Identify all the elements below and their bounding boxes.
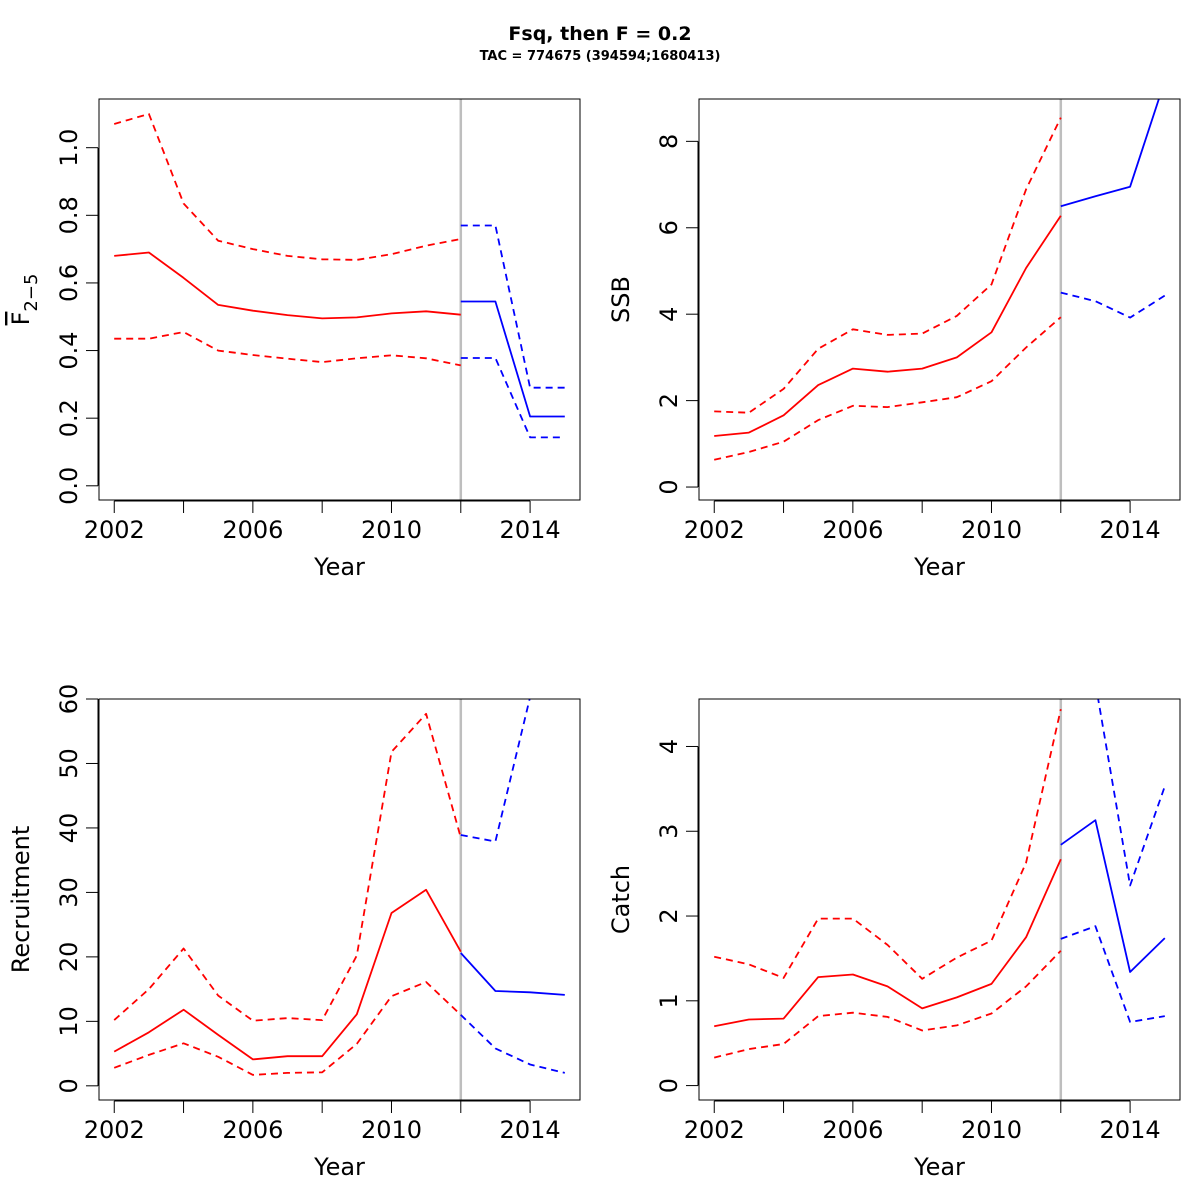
catch-y-axis-label: Catch — [607, 865, 635, 934]
recruitment-proj-bound-line — [460, 1014, 566, 1074]
catch-hist-median-line — [714, 858, 1062, 1028]
catch-proj-bound-line — [1097, 699, 1166, 887]
catch-y-tick-label: 0 — [655, 1078, 683, 1093]
recruitment-y-tick-label: 60 — [55, 684, 83, 715]
f-bar-proj-median-line — [460, 300, 565, 418]
ssb-plot-frame — [698, 98, 1181, 501]
recruitment-x-tick-label: 2010 — [361, 1116, 422, 1144]
recruitment-y-axis-label: Recruitment — [7, 826, 35, 973]
ssb-x-tick-label: 2014 — [1100, 516, 1161, 544]
recruitment-x-axis-label: Year — [313, 1153, 365, 1181]
recruitment-x-tick-label: 2014 — [500, 1116, 561, 1144]
f-bar-x-axis-label: Year — [313, 553, 365, 581]
f-bar-y-axis-label: F2−5 — [7, 274, 42, 326]
recruitment-proj-median-line — [460, 952, 565, 996]
f-bar-y-tick-label: 1.0 — [55, 129, 83, 167]
recruitment-y-tick-label: 10 — [55, 1006, 83, 1037]
f-bar-y-tick-label: 0.2 — [55, 399, 83, 437]
recruitment-hist-bound-line — [113, 981, 462, 1076]
catch-plot-frame — [698, 698, 1181, 1101]
catch-hist-bound-line — [713, 950, 1062, 1059]
ssb-x-axis-label: Year — [913, 553, 965, 581]
catch-x-tick-label: 2014 — [1100, 1116, 1161, 1144]
f-bar-hist-bound-line — [113, 113, 461, 261]
ssb-y-tick-label: 2 — [655, 393, 683, 408]
f-bar-plot-frame — [98, 98, 581, 501]
ssb-y-axis-label: SSB — [607, 276, 635, 323]
figure-title: Fsq, then F = 0.2 — [508, 23, 691, 45]
ssb-hist-bound-line — [714, 117, 1062, 414]
f-bar-y-tick-label: 0.8 — [55, 196, 83, 234]
catch-x-tick-label: 2006 — [822, 1116, 883, 1144]
catch-x-tick-label: 2010 — [961, 1116, 1022, 1144]
ssb-x-tick-label: 2006 — [822, 516, 883, 544]
catch-x-axis-label: Year — [913, 1153, 965, 1181]
recruitment-x-tick-label: 2006 — [222, 1116, 283, 1144]
panel-catch: 2002 2006 2010 2014 0 1 2 3 4 Year Catch — [607, 698, 1181, 1181]
ssb-hist-bound-line — [714, 316, 1062, 461]
catch-proj-median-line — [1060, 819, 1166, 973]
catch-x-tick-label: 2002 — [684, 1116, 745, 1144]
recruitment-hist-median-line — [113, 888, 462, 1061]
f-bar-x-tick-label: 2006 — [222, 516, 283, 544]
recruitment-y-tick-label: 40 — [55, 813, 83, 844]
recruitment-y-tick-label: 0 — [55, 1078, 83, 1093]
f-bar-y-tick-label: 0.0 — [55, 467, 83, 505]
recruitment-proj-bound-line — [460, 699, 531, 843]
ssb-x-tick-label: 2002 — [684, 516, 745, 544]
recruitment-x-tick-label: 2002 — [84, 1116, 145, 1144]
panel-f-bar: 2002 2006 2010 2014 0.0 0.2 0.4 0.6 0.8 1.0 Year F2… — [7, 98, 581, 581]
recruitment-y-tick-label: 20 — [55, 942, 83, 973]
recruitment-y-tick-label: 50 — [55, 748, 83, 779]
f-bar-hist-median-line — [114, 251, 461, 320]
ssb-x-tick-label: 2010 — [961, 516, 1022, 544]
f-bar-proj-bound-line — [460, 357, 565, 439]
catch-y-tick-label: 3 — [655, 824, 683, 839]
recruitment-plot-frame — [98, 698, 581, 1101]
catch-hist-bound-line — [714, 709, 1062, 980]
f-bar-hist-bound-line — [114, 331, 461, 367]
f-bar-x-tick-label: 2010 — [361, 516, 422, 544]
f-bar-x-tick-label: 2014 — [500, 516, 561, 544]
figure-subtitle: TAC = 774675 (394594;1680413) — [480, 49, 721, 64]
f-bar-y-tick-label: 0.6 — [55, 264, 83, 302]
ssb-hist-median-line — [714, 215, 1062, 437]
ssb-y-tick-label: 6 — [655, 220, 683, 235]
recruitment-hist-bound-line — [113, 712, 462, 1022]
f-bar-x-tick-label: 2002 — [84, 516, 145, 544]
panel-recruitment: 2002 2006 2010 2014 0 10 20 30 40 50 60 Year Recruit… — [7, 684, 581, 1181]
panel-ssb: 2002 2006 2010 2014 0 2 4 6 8 Year SSB — [607, 98, 1181, 581]
f-bar-y-tick-label: 0.4 — [55, 331, 83, 369]
ssb-proj-bound-line — [1060, 291, 1166, 319]
f-bar-proj-bound-line — [460, 224, 565, 389]
ssb-proj-median-line — [1060, 99, 1160, 208]
catch-y-tick-label: 2 — [655, 908, 683, 923]
catch-y-tick-label: 1 — [655, 993, 683, 1008]
catch-proj-bound-line — [1060, 925, 1165, 1023]
ssb-y-tick-label: 4 — [655, 307, 683, 322]
catch-y-tick-label: 4 — [655, 739, 683, 754]
ssb-y-tick-label: 0 — [655, 479, 683, 494]
recruitment-y-tick-label: 30 — [55, 877, 83, 908]
ssb-y-tick-label: 8 — [655, 134, 683, 149]
